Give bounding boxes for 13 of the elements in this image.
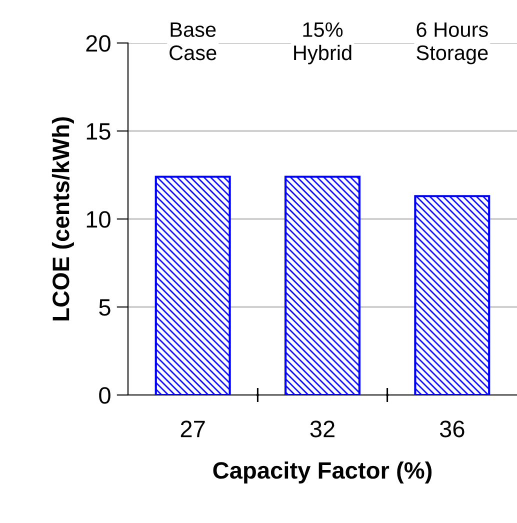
annotation: Base Case <box>170 22 216 60</box>
y-axis-title: LCOE (cents/kWh) <box>52 117 74 320</box>
y-tick-label: 10 <box>86 211 110 228</box>
x-tick-label: 27 <box>180 420 205 438</box>
y-tick-label: 15 <box>86 123 110 140</box>
x-axis-title: Capacity Factor (%) <box>213 461 432 484</box>
x-tick-label: 32 <box>310 420 334 438</box>
annotation: 6 Hours Storage <box>416 22 488 64</box>
y-tick-label: 5 <box>99 299 110 316</box>
y-tick-label: 0 <box>99 387 110 404</box>
annotation: 15% Hybrid <box>294 22 352 64</box>
x-tick-label: 36 <box>440 420 464 438</box>
y-tick-label: 20 <box>86 35 110 52</box>
